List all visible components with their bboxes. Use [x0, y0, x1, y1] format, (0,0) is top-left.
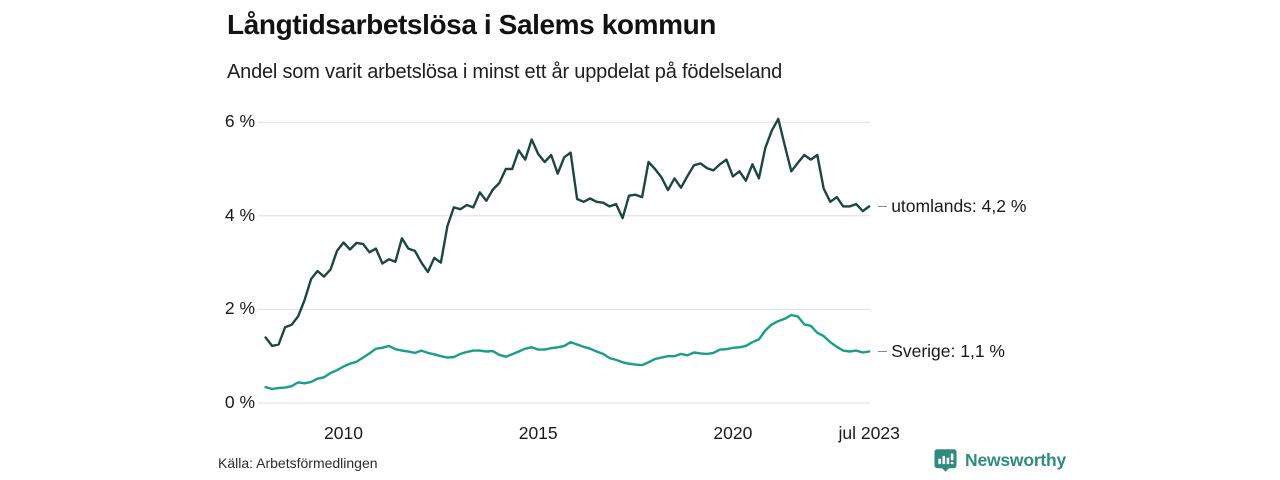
newsworthy-brand: Newsworthy — [933, 448, 1066, 473]
x-axis-tick-2010: 2010 — [324, 423, 363, 443]
source-attribution: Källa: Arbetsförmedlingen — [218, 455, 378, 471]
y-axis-tick-6: 6 % — [224, 111, 255, 132]
y-axis-tick-0: 0 % — [224, 392, 255, 412]
chart-subtitle: Andel som varit arbetslösa i minst ett å… — [227, 61, 783, 83]
series-label-text: utomlands: 4,2 % — [891, 195, 1027, 216]
x-axis-tick-2020: 2020 — [713, 423, 753, 443]
brand-name: Newsworthy — [965, 450, 1067, 470]
series-label-text: Sverige: 1,1 % — [891, 341, 1005, 362]
newsworthy-logo-icon — [933, 448, 958, 473]
series-end-label-utomlands: utomlands: 4,2 % — [878, 194, 1026, 218]
x-axis-tick-jul-2023: jul 2023 — [838, 423, 900, 443]
label-connector-dash — [878, 351, 888, 353]
series-end-label-sverige: Sverige: 1,1 % — [878, 340, 1005, 364]
label-connector-dash — [878, 205, 888, 207]
y-axis-tick-4: 4 % — [224, 204, 255, 225]
y-axis-tick-2: 2 % — [224, 298, 255, 319]
x-axis-tick-2015: 2015 — [518, 423, 558, 443]
page-title: Långtidsarbetslösa i Salems kommun — [227, 9, 716, 40]
